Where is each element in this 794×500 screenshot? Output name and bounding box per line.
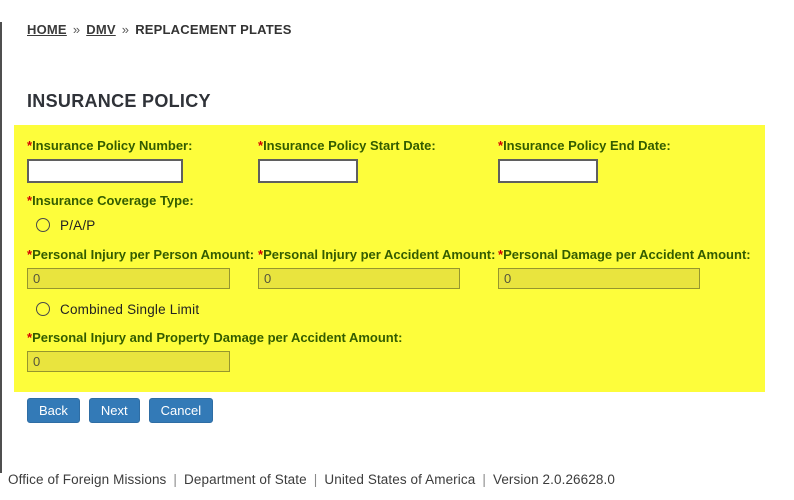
footer-separator: |	[173, 472, 178, 487]
coverage-type-label: *Insurance Coverage Type:	[27, 193, 194, 208]
injury-per-person-input[interactable]	[27, 268, 230, 289]
pap-radio-label[interactable]: P/A/P	[60, 217, 96, 233]
pap-radio[interactable]	[36, 218, 50, 232]
required-asterisk: *	[498, 247, 504, 262]
policy-number-field-group: *Insurance Policy Number:	[27, 138, 258, 183]
policy-fields-row: *Insurance Policy Number: *Insurance Pol…	[27, 138, 752, 183]
end-date-field-group: *Insurance Policy End Date:	[498, 138, 752, 183]
csl-radio[interactable]	[36, 302, 50, 316]
csl-radio-row: Combined Single Limit	[36, 301, 752, 317]
coverage-type-group: *Insurance Coverage Type: P/A/P	[27, 193, 752, 233]
required-asterisk: *	[27, 193, 33, 208]
end-date-input[interactable]	[498, 159, 598, 183]
footer-org: Office of Foreign Missions	[8, 472, 167, 487]
footer-country: United States of America	[324, 472, 476, 487]
injury-per-person-label: *Personal Injury per Person Amount:	[27, 247, 255, 262]
start-date-label: *Insurance Policy Start Date:	[258, 138, 436, 153]
damage-per-accident-label: *Personal Damage per Accident Amount:	[498, 247, 751, 262]
csl-radio-label[interactable]: Combined Single Limit	[60, 301, 200, 317]
footer-separator: |	[313, 472, 318, 487]
breadcrumb-link-home[interactable]: HOME	[27, 22, 67, 37]
combined-amount-label: *Personal Injury and Property Damage per…	[27, 330, 403, 345]
combined-amount-input[interactable]	[27, 351, 230, 372]
page-title: INSURANCE POLICY	[27, 91, 211, 111]
required-asterisk: *	[498, 138, 504, 153]
start-date-field-group: *Insurance Policy Start Date:	[258, 138, 498, 183]
start-date-input[interactable]	[258, 159, 358, 183]
damage-per-accident-input[interactable]	[498, 268, 700, 289]
next-button[interactable]: Next	[88, 398, 140, 423]
breadcrumb-separator: »	[121, 22, 130, 37]
injury-per-accident-input[interactable]	[258, 268, 460, 289]
injury-per-accident-label: *Personal Injury per Accident Amount:	[258, 247, 496, 262]
breadcrumb-current-page: REPLACEMENT PLATES	[135, 22, 292, 37]
insurance-policy-form-panel: *Insurance Policy Number: *Insurance Pol…	[14, 125, 765, 392]
amount-fields-row: *Personal Injury per Person Amount: *Per…	[27, 247, 752, 289]
required-asterisk: *	[258, 247, 264, 262]
back-button[interactable]: Back	[27, 398, 80, 423]
combined-amount-group: *Personal Injury and Property Damage per…	[27, 330, 752, 372]
window-left-border	[0, 22, 2, 473]
required-asterisk: *	[27, 138, 33, 153]
end-date-label: *Insurance Policy End Date:	[498, 138, 671, 153]
injury-per-accident-group: *Personal Injury per Accident Amount:	[258, 247, 498, 289]
footer-separator: |	[482, 472, 486, 487]
required-asterisk: *	[258, 138, 264, 153]
footer-version: Version 2.0.26628.0	[492, 472, 615, 487]
breadcrumb: HOME » DMV » REPLACEMENT PLATES	[27, 22, 794, 37]
damage-per-accident-group: *Personal Damage per Accident Amount:	[498, 247, 752, 289]
cancel-button[interactable]: Cancel	[148, 398, 214, 423]
form-actions: Back Next Cancel	[27, 398, 794, 423]
policy-number-input[interactable]	[27, 159, 183, 183]
policy-number-label: *Insurance Policy Number:	[27, 138, 193, 153]
pap-radio-row: P/A/P	[36, 217, 752, 233]
injury-per-person-group: *Personal Injury per Person Amount:	[27, 247, 258, 289]
required-asterisk: *	[27, 247, 33, 262]
breadcrumb-separator: »	[72, 22, 81, 37]
breadcrumb-link-dmv[interactable]: DMV	[86, 22, 116, 37]
footer: Office of Foreign Missions | Department of…	[8, 472, 615, 487]
required-asterisk: *	[27, 330, 33, 345]
footer-dept: Department of State	[184, 472, 307, 487]
